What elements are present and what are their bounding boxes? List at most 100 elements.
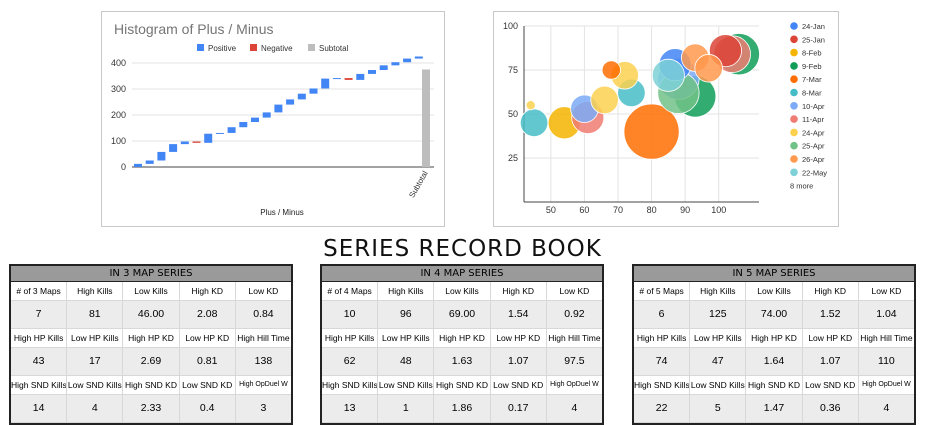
record-value-cell: 2.08	[179, 301, 236, 329]
bubble-point	[525, 100, 536, 111]
record-label-row: High HP Kills Low HP Kills High HP KD Low H…	[322, 329, 603, 348]
record-value-cell: 1.52	[802, 301, 859, 329]
bubble-chart: 50 60 70 80 90 100 25 50 75 100 24-Jan 25-Jan 8-Feb…	[493, 11, 839, 227]
record-label-cell: High SND KD	[434, 376, 491, 395]
record-label-cell: High HP KD	[434, 329, 491, 348]
record-value-cell: 125	[690, 301, 747, 329]
record-label-cell: High KD	[490, 282, 547, 301]
record-value-cell: 1.07	[802, 348, 859, 376]
record-value-cell: 1.86	[434, 395, 491, 423]
bubble-point	[651, 58, 685, 92]
bubble-point	[694, 54, 723, 83]
record-label-cell: Low HP KD	[490, 329, 547, 348]
legend-swatch	[790, 155, 798, 163]
record-label-cell: Low SND Kills	[690, 376, 747, 395]
histogram-chart: Histogram of Plus / Minus Positive Negati…	[101, 11, 445, 227]
legend-label: 26-Apr	[802, 155, 825, 164]
record-value-cell: 138	[235, 348, 292, 376]
histogram-svg: Histogram of Plus / Minus Positive Negati…	[111, 21, 434, 217]
record-label-cell: High KD	[179, 282, 236, 301]
record-value-cell: 0.36	[802, 395, 859, 423]
record-value-cell: 0.81	[179, 348, 236, 376]
legend-label: 24-Apr	[802, 128, 825, 137]
record-book-title: SERIES RECORD BOOK	[323, 236, 602, 262]
record-label-cell: Low HP KD	[179, 329, 236, 348]
legend-swatch	[790, 128, 798, 137]
histogram-y-tick-label: 400	[111, 58, 126, 68]
record-table-header: IN 5 MAP SERIES	[634, 266, 914, 282]
record-value-row: 10 96 69.00 1.54 0.92	[322, 301, 603, 329]
record-label-cell: Low SND KD	[490, 376, 547, 395]
record-value-cell: 13	[322, 395, 379, 423]
record-value-row: 7 81 46.00 2.08 0.84	[11, 301, 292, 329]
record-label-cell: High KD	[802, 282, 859, 301]
record-label-cell: Low HP Kills	[378, 329, 435, 348]
record-value-cell: 6	[634, 301, 691, 329]
record-label-cell: High OpDuel W	[546, 376, 603, 395]
record-label-cell: High OpDuel W	[235, 376, 292, 395]
histogram-y-tick-label: 200	[111, 110, 126, 120]
bubble-point	[519, 108, 549, 138]
record-label-cell: Low SND Kills	[67, 376, 124, 395]
record-label-cell: Low KD	[546, 282, 603, 301]
histogram-legend: Positive Negative Subtotal	[197, 44, 349, 53]
legend-swatch	[790, 102, 798, 110]
record-value-cell: 1.47	[746, 395, 803, 423]
record-label-cell: High HP Kills	[634, 329, 691, 348]
record-label-cell: Low KD	[858, 282, 915, 301]
record-table: IN 3 MAP SERIES # of 3 Maps High Kills Low …	[9, 264, 293, 425]
legend-swatch	[790, 22, 798, 30]
record-label-cell: High SND KD	[123, 376, 180, 395]
record-label-row: High HP Kills Low HP Kills High HP KD Low H…	[11, 329, 292, 348]
record-value-cell: 4	[858, 395, 915, 423]
record-label-cell: # of 5 Maps	[634, 282, 691, 301]
record-value-cell: 81	[67, 301, 124, 329]
histogram-bar	[251, 117, 259, 123]
record-label-cell: Low HP Kills	[67, 329, 124, 348]
legend-more-link[interactable]: 8 more	[790, 182, 813, 191]
histogram-y-tick-label: 100	[111, 136, 126, 146]
legend-swatch	[308, 44, 315, 51]
record-label-cell: High SND Kills	[634, 376, 691, 395]
histogram-bar	[379, 65, 388, 71]
histogram-bar	[215, 132, 224, 134]
bubble-point	[590, 85, 619, 115]
bubble-x-tick-label: 50	[546, 205, 556, 215]
bubble-points	[519, 33, 760, 160]
record-label-row: High HP Kills Low HP Kills High HP KD Low H…	[634, 329, 915, 348]
histogram-bar	[321, 78, 330, 89]
record-value-row: 74 47 1.64 1.07 110	[634, 348, 915, 376]
record-value-cell: 7	[11, 301, 68, 329]
record-label-cell: Low Kills	[746, 282, 803, 301]
legend-swatch	[790, 75, 798, 83]
histogram-x-axis-label: Plus / Minus	[260, 208, 304, 217]
histogram-bar	[134, 163, 142, 167]
legend-swatch	[790, 168, 798, 177]
bubble-x-tick-label: 70	[613, 205, 623, 215]
bubble-y-tick-label: 75	[508, 65, 518, 75]
histogram-title: Histogram of Plus / Minus	[114, 21, 274, 37]
record-value-cell: 0.17	[490, 395, 547, 423]
record-label-cell: High HP KD	[746, 329, 803, 348]
record-value-cell: 62	[322, 348, 379, 376]
record-table-header: IN 4 MAP SERIES	[322, 266, 602, 282]
record-label-row: # of 4 Maps High Kills Low Kills High KD Low…	[322, 282, 603, 301]
record-value-cell: 1.63	[434, 348, 491, 376]
record-value-cell: 4	[546, 395, 603, 423]
record-table-header: IN 3 MAP SERIES	[11, 266, 291, 282]
record-value-cell: 0.92	[546, 301, 603, 329]
bubble-point	[601, 60, 621, 80]
record-label-cell: High HP Kills	[11, 329, 68, 348]
histogram-subtotal-label: Subtotal	[407, 169, 430, 199]
record-value-cell: 17	[67, 348, 124, 376]
bubble-x-tick-label: 60	[579, 205, 589, 215]
histogram-bar	[368, 70, 376, 74]
record-label-cell: # of 3 Maps	[11, 282, 68, 301]
record-value-row: 14 4 2.33 0.4 3	[11, 395, 292, 423]
bubble-y-tick-label: 50	[508, 109, 518, 119]
record-value-cell: 2.33	[123, 395, 180, 423]
histogram-bar	[262, 112, 271, 118]
record-label-cell: High Hill Time	[858, 329, 915, 348]
legend-swatch	[790, 48, 798, 57]
record-label-cell: Low Kills	[434, 282, 491, 301]
